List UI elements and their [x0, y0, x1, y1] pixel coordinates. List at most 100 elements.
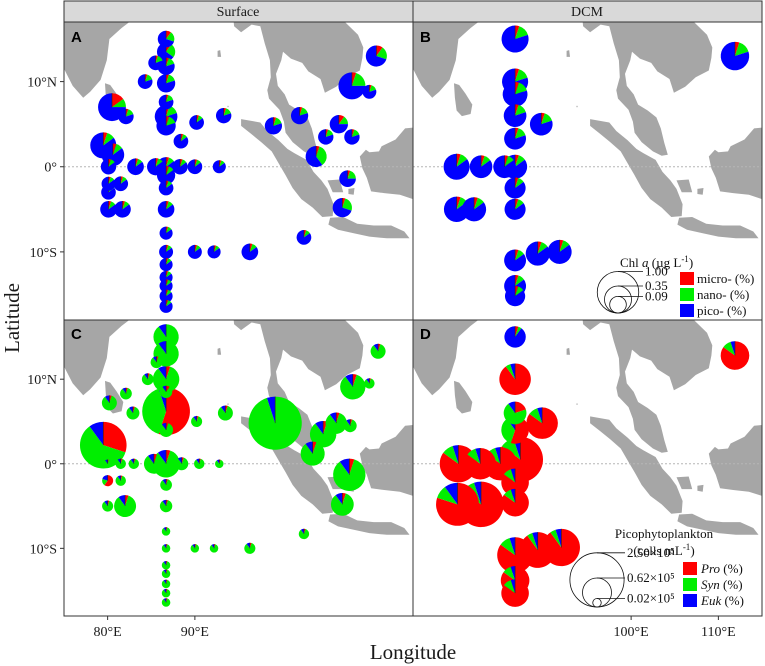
pie-slice [249, 542, 252, 549]
pie-chart-station [329, 115, 348, 134]
pie-slice [144, 373, 148, 380]
pie-slice [166, 181, 173, 189]
pie-slice [113, 176, 129, 192]
pie-slice [734, 41, 740, 57]
land-polygon [590, 119, 683, 217]
land-polygon [227, 105, 229, 108]
pie-slice [342, 492, 346, 505]
pie-slice [503, 489, 516, 503]
pie-chart-station [159, 299, 173, 313]
pie-slice [133, 458, 136, 464]
pie-slice [125, 109, 134, 117]
pie-chart-station [100, 159, 117, 175]
pie-slice [515, 250, 524, 261]
pie-slice [166, 300, 172, 307]
pie-chart-station [172, 159, 188, 175]
pie-chart-station [101, 395, 117, 411]
pie-slice [370, 344, 386, 359]
legend-pico-entries: Pro (%)Syn (%)Euk (%) [683, 561, 744, 608]
pie-slice [111, 98, 126, 108]
pie-slice [225, 405, 228, 414]
pie-slice [166, 527, 168, 532]
pie-slice [162, 479, 167, 485]
pie-slice [180, 159, 187, 167]
pie-slice [187, 159, 203, 175]
land-polygon [566, 50, 570, 57]
pie-slice [104, 500, 108, 507]
legend-entry-label: pico- (%) [697, 303, 746, 318]
legend-entry-label: Euk (%) [700, 593, 744, 608]
pie-slice [187, 244, 202, 259]
pie-chart-station [318, 129, 334, 145]
pie-slice [163, 588, 167, 594]
pie-chart-station [503, 401, 527, 425]
x-axis-title: Longitude [370, 640, 456, 664]
pie-chart-station [436, 482, 479, 526]
pie-chart-station [156, 74, 176, 93]
pie-slice [117, 458, 121, 464]
x-tick-label: 100°E [614, 625, 649, 640]
pie-slice [166, 449, 171, 464]
pie-chart-station [241, 243, 259, 261]
pie-slice [161, 579, 171, 589]
pie-slice [219, 459, 221, 464]
pie-slice [196, 415, 199, 422]
pie-chart-station [526, 407, 558, 439]
pie-slice [515, 401, 526, 414]
pie-slice [475, 448, 481, 464]
pie-slice [103, 133, 114, 146]
pie-chart-station [159, 499, 173, 513]
strip-label-dcm: DCM [571, 5, 603, 20]
panel-letter-d: D [420, 326, 431, 343]
pie-slice [158, 324, 167, 337]
pie-chart-station [159, 289, 173, 303]
land-polygon [328, 217, 410, 239]
pie-slice [194, 544, 197, 549]
pie-slice [526, 407, 558, 439]
pie-slice [120, 387, 132, 400]
pie-slice [161, 598, 171, 607]
pie-chart-station [529, 112, 553, 136]
pie-slice [114, 200, 131, 218]
pie-slice [347, 170, 351, 179]
pie-slice [364, 378, 375, 389]
pie-chart-station [300, 441, 325, 466]
pie-chart-station [504, 127, 527, 150]
pie-slice [316, 146, 327, 166]
pie-slice [219, 160, 225, 167]
legend-size-label: 0.62×10⁵ [627, 570, 675, 585]
y-tick-label: 10°N [27, 373, 57, 388]
pie-slice [166, 30, 171, 40]
pie-slice [515, 26, 528, 40]
pie-chart-station [156, 116, 176, 136]
pie-slice [166, 544, 168, 549]
pie-slice [338, 72, 366, 100]
pie-chart-station [148, 55, 163, 71]
pie-chart-station [264, 117, 283, 135]
pie-slice [249, 243, 257, 252]
legend-entry-label: micro- (%) [697, 271, 754, 286]
land-polygon [676, 179, 693, 193]
pie-slice [519, 532, 556, 568]
land-polygon [227, 402, 229, 405]
pie-slice [166, 201, 173, 210]
pie-chart-station [502, 81, 528, 107]
pie-slice [159, 500, 173, 513]
pie-slice [216, 459, 220, 464]
pie-slice [515, 25, 520, 40]
pie-chart-station [499, 363, 531, 395]
pie-slice [299, 107, 303, 116]
pie-slice [529, 112, 553, 136]
pie-chart-station [720, 341, 750, 370]
pie-slice [157, 200, 175, 218]
pie-slice [504, 155, 509, 167]
pie-slice [515, 104, 526, 116]
pie-slice [273, 117, 277, 126]
pie-chart-station [113, 176, 129, 192]
pie-chart-station [190, 544, 200, 553]
pie-slice [120, 176, 127, 184]
pie-slice [436, 482, 479, 526]
pie-slice [456, 196, 461, 210]
pie-slice [163, 598, 167, 603]
pie-slice [166, 57, 169, 67]
